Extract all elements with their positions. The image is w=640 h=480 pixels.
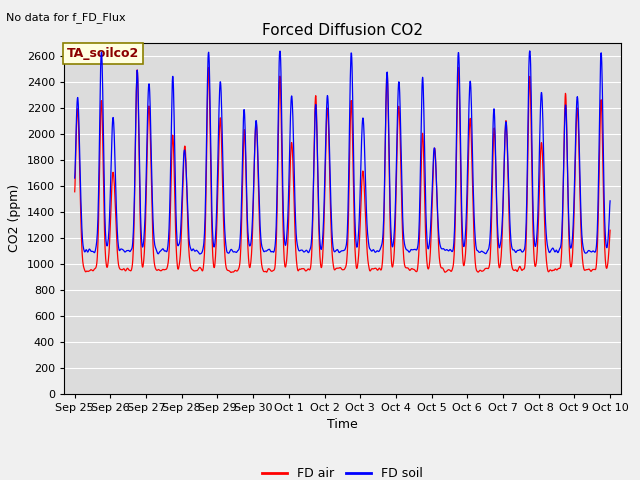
- Text: No data for f_FD_Flux: No data for f_FD_Flux: [6, 12, 126, 23]
- Legend: FD air, FD soil: FD air, FD soil: [257, 462, 428, 480]
- Text: TA_soilco2: TA_soilco2: [67, 47, 139, 60]
- Y-axis label: CO2 (ppm): CO2 (ppm): [8, 184, 21, 252]
- Title: Forced Diffusion CO2: Forced Diffusion CO2: [262, 23, 423, 38]
- X-axis label: Time: Time: [327, 418, 358, 431]
